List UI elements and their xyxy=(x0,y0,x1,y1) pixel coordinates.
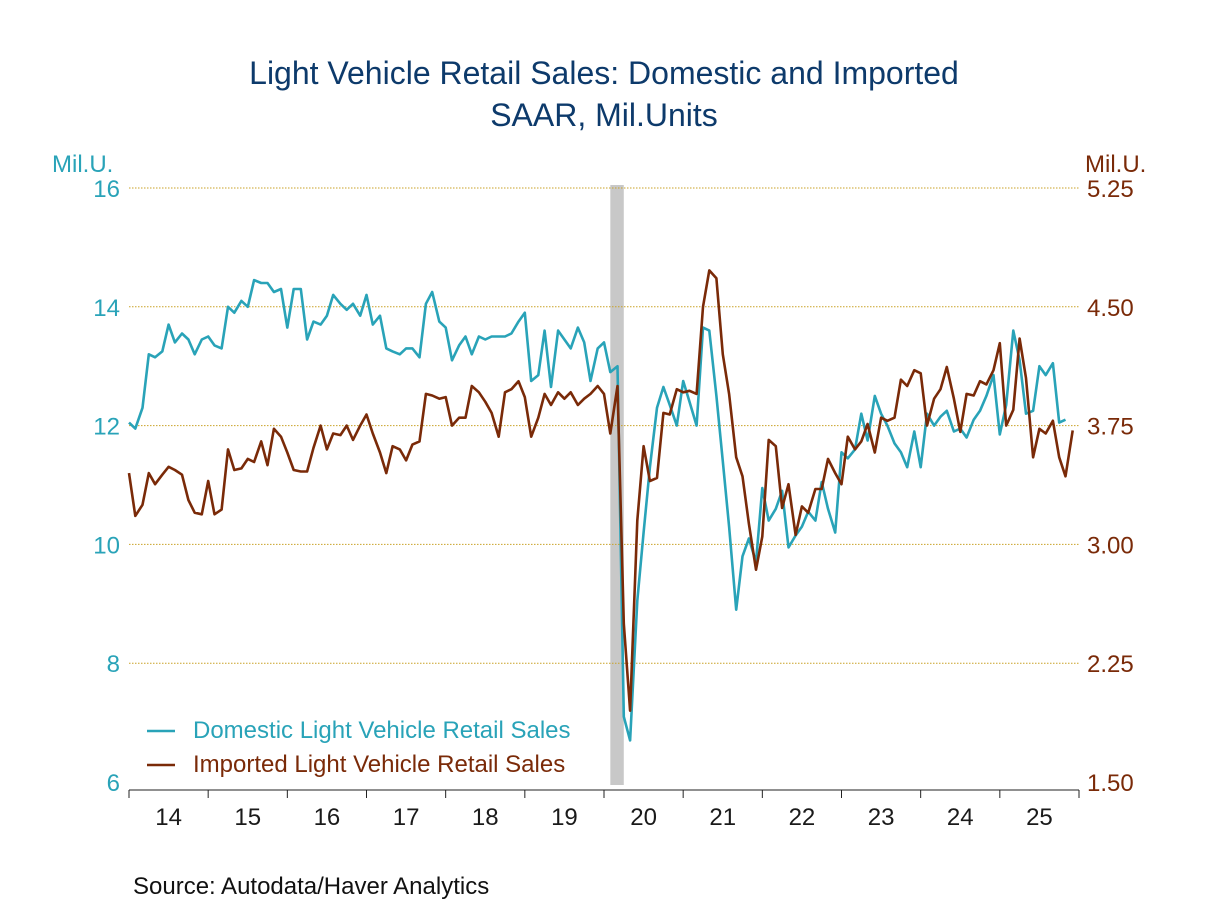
right-tick-label: 5.25 xyxy=(1087,176,1134,203)
x-tick-label: 22 xyxy=(789,804,816,831)
x-tick-label: 14 xyxy=(155,804,182,831)
x-axis: 14 15 16 17 18 19 20 21 22 23 24 25 xyxy=(128,789,1080,831)
legend-domestic-label: Domestic Light Vehicle Retail Sales xyxy=(193,717,571,744)
x-tick-label: 19 xyxy=(551,804,578,831)
x-tick-label: 24 xyxy=(947,804,974,831)
source-note: Source: Autodata/Haver Analytics xyxy=(133,873,489,900)
right-axis-ticks: 1.50 2.25 3.00 3.75 4.50 5.25 xyxy=(1087,176,1134,797)
series-line-domestic xyxy=(128,278,1067,742)
gridlines xyxy=(129,187,1079,664)
left-axis-ticks: 6 8 10 12 14 16 xyxy=(93,176,120,797)
right-tick-label: 1.50 xyxy=(1087,770,1134,797)
x-tick-label: 15 xyxy=(234,804,261,831)
right-tick-label: 4.50 xyxy=(1087,295,1134,322)
legend: Domestic Light Vehicle Retail Sales Impo… xyxy=(147,717,571,778)
x-tick-label: 25 xyxy=(1026,804,1053,831)
chart-subtitle: SAAR, Mil.Units xyxy=(490,97,718,133)
x-tick-label: 21 xyxy=(709,804,736,831)
right-tick-label: 3.00 xyxy=(1087,532,1134,559)
recession-band-0 xyxy=(610,185,624,785)
recession-shading xyxy=(610,185,624,785)
right-tick-label: 3.75 xyxy=(1087,414,1134,441)
left-tick-label: 16 xyxy=(93,176,120,203)
left-tick-label: 10 xyxy=(93,532,120,559)
x-tick-label: 16 xyxy=(314,804,341,831)
left-axis-unit: Mil.U. xyxy=(52,151,113,178)
left-tick-label: 6 xyxy=(107,770,120,797)
series-line-imported xyxy=(127,269,1074,712)
left-tick-label: 8 xyxy=(107,651,120,678)
left-tick-label: 12 xyxy=(93,414,120,441)
x-tick-label: 23 xyxy=(868,804,895,831)
chart-title: Light Vehicle Retail Sales: Domestic and… xyxy=(249,55,959,91)
legend-imported-label: Imported Light Vehicle Retail Sales xyxy=(193,751,565,778)
x-tick-label: 17 xyxy=(393,804,420,831)
right-tick-label: 2.25 xyxy=(1087,651,1134,678)
series-lines xyxy=(127,269,1074,742)
right-axis-unit: Mil.U. xyxy=(1085,151,1146,178)
x-tick-label: 20 xyxy=(630,804,657,831)
left-tick-label: 14 xyxy=(93,295,120,322)
x-tick-label: 18 xyxy=(472,804,499,831)
